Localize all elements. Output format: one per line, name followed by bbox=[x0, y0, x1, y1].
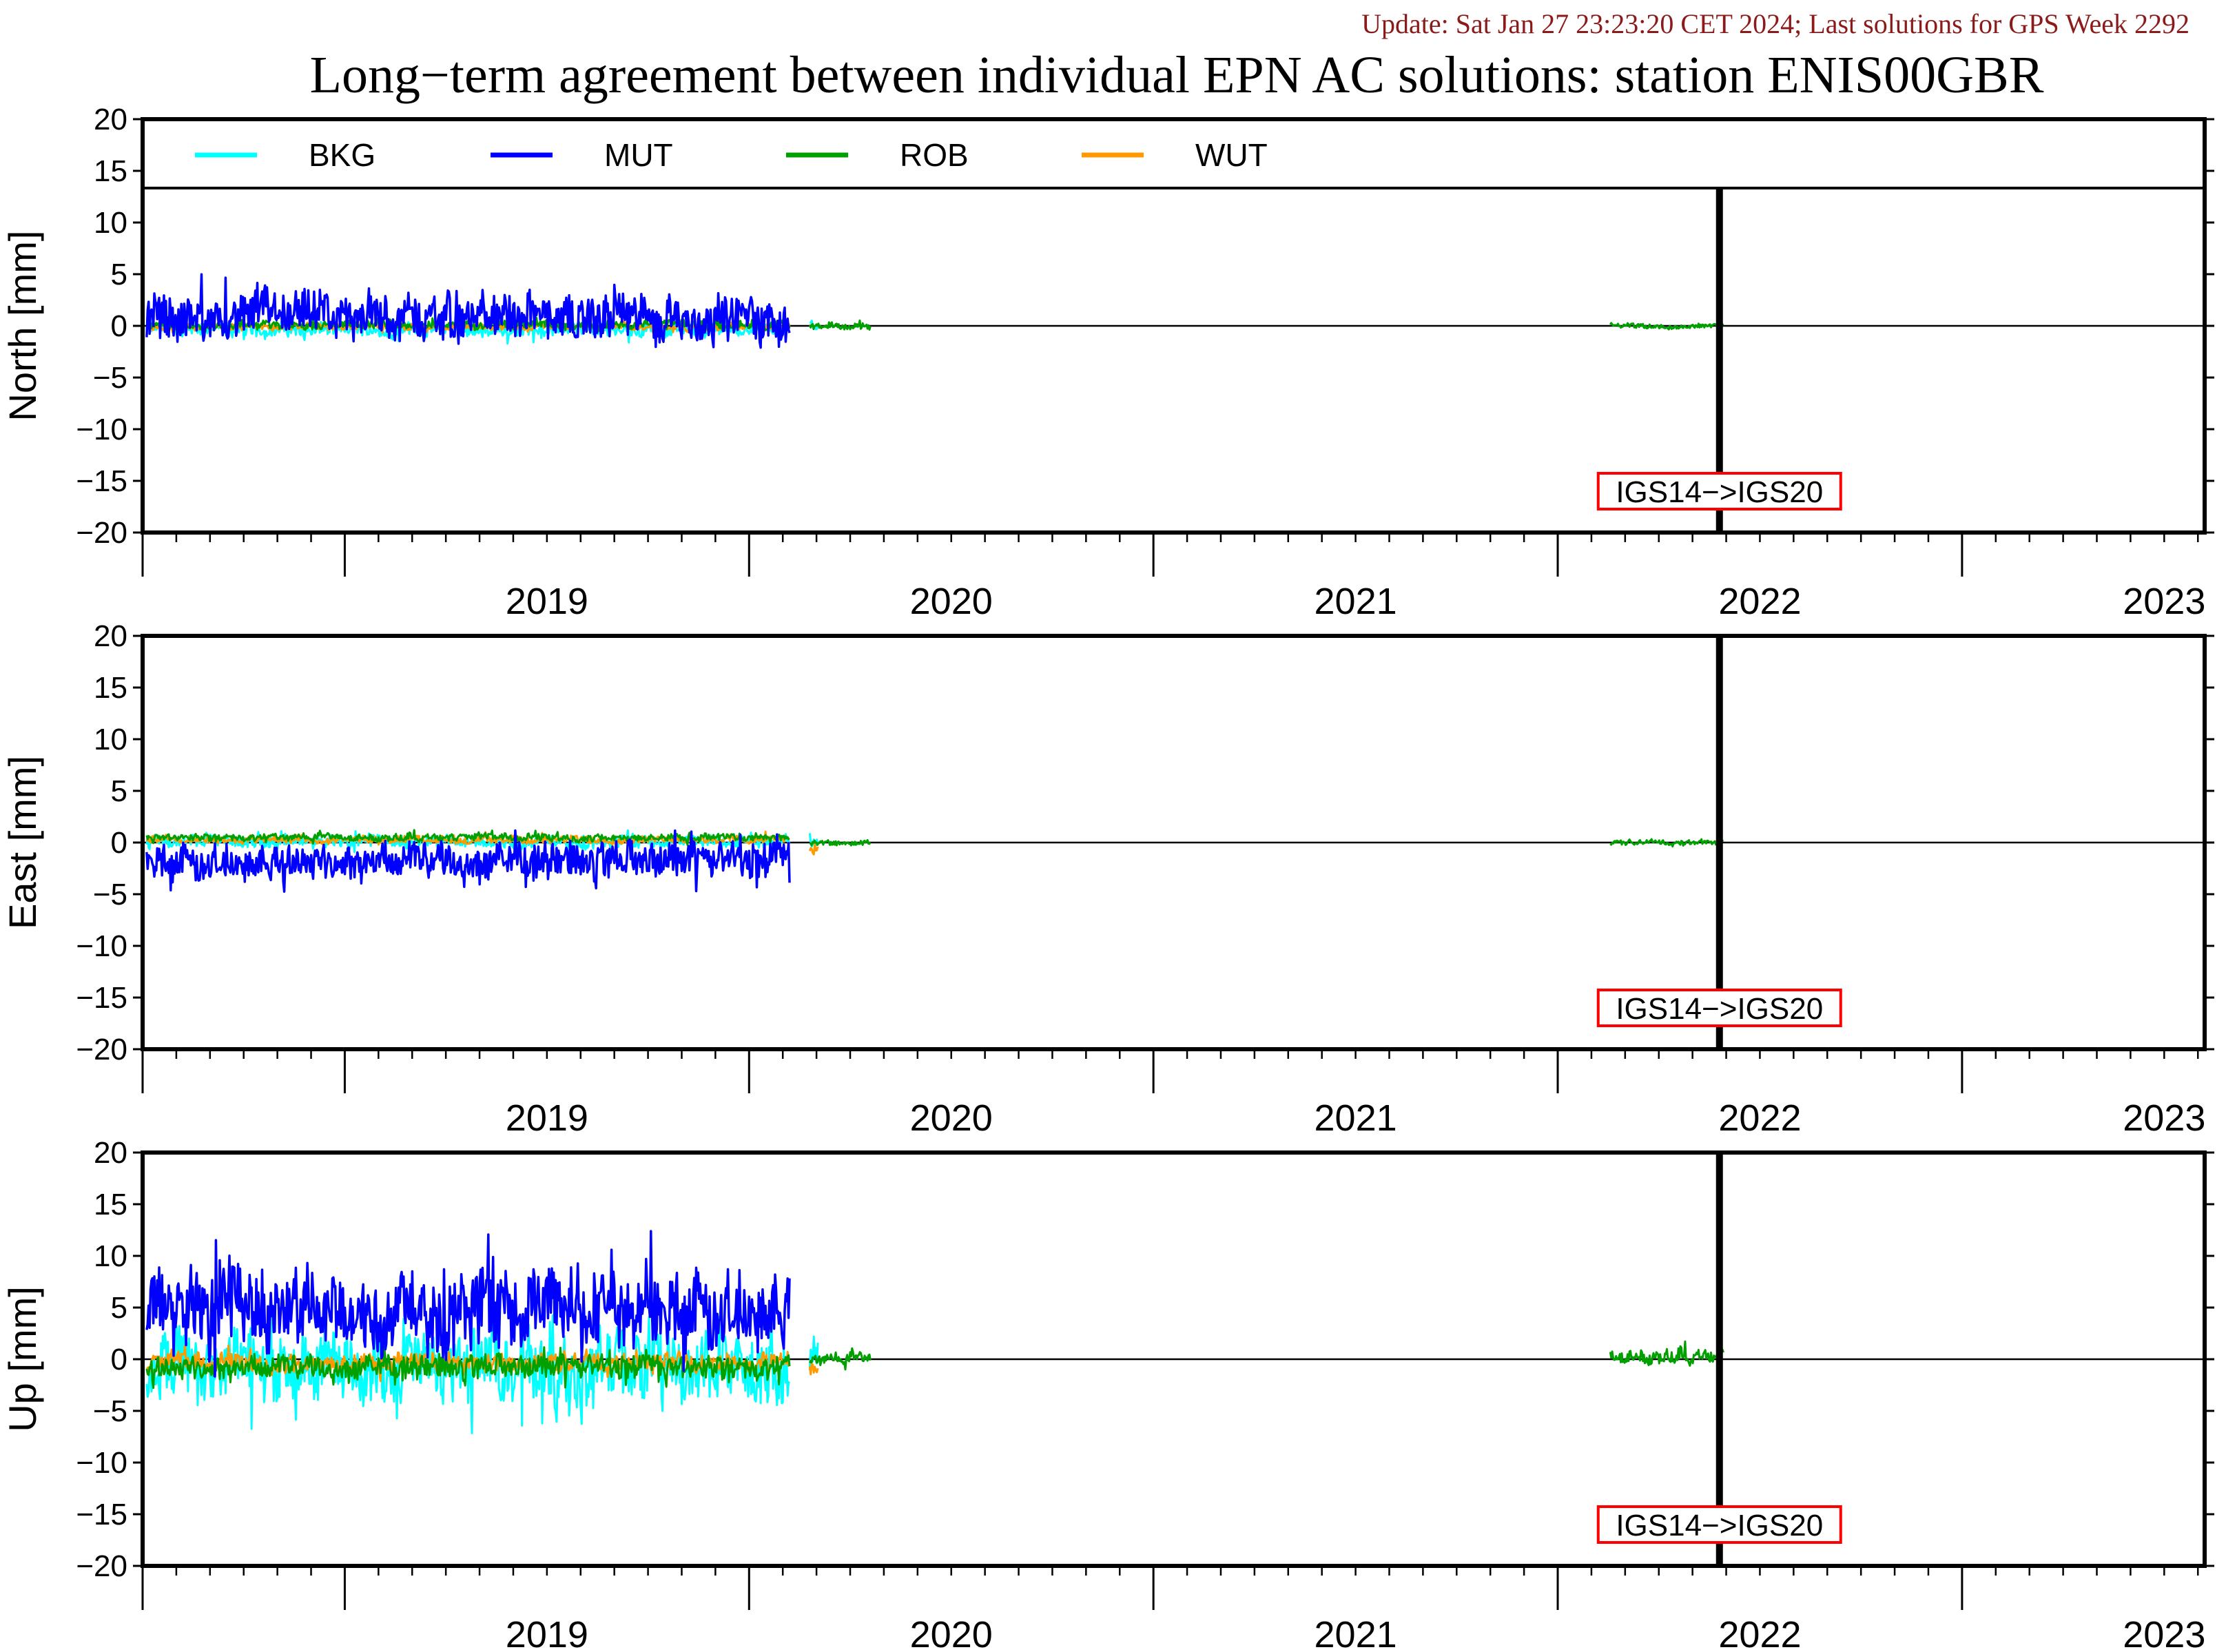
x-tick-label: 2023 bbox=[2123, 1614, 2205, 1652]
legend-label-rob: ROB bbox=[900, 137, 969, 173]
x-tick-label: 2022 bbox=[1718, 1097, 1801, 1139]
y-tick-label: 0 bbox=[111, 309, 127, 343]
annotation-frame bbox=[1596, 989, 1842, 1027]
y-axis-label: East [mm] bbox=[1, 756, 44, 929]
legend-background bbox=[143, 119, 2205, 188]
x-tick-label: 2019 bbox=[506, 581, 588, 622]
y-tick-label: 0 bbox=[111, 826, 127, 860]
y-tick-label: −10 bbox=[76, 1446, 127, 1480]
x-tick-label: 2020 bbox=[910, 581, 993, 622]
y-tick-label: 0 bbox=[111, 1343, 127, 1376]
y-tick-label: 10 bbox=[94, 1239, 127, 1273]
y-tick-label: 5 bbox=[111, 1291, 127, 1325]
panel-north: North [mm] 20 15 10 5 0 −5 −10 −15 −20 IGS14−>IGS2… bbox=[1, 103, 2214, 622]
series-mut bbox=[145, 1230, 791, 1378]
y-tick-label: −5 bbox=[93, 1394, 127, 1428]
x-tick-label: 2021 bbox=[1315, 1097, 1397, 1139]
plot-frame bbox=[141, 117, 2207, 535]
y-tick-label: −15 bbox=[76, 464, 127, 498]
y-tick-label: −5 bbox=[93, 878, 127, 911]
annotation-frame bbox=[1596, 472, 1842, 510]
legend-label-wut: WUT bbox=[1195, 137, 1268, 173]
x-tick-label: 2023 bbox=[2123, 1097, 2205, 1139]
series-mut bbox=[145, 829, 791, 893]
series-line-mut bbox=[145, 829, 791, 893]
legend-label-mut: MUT bbox=[604, 137, 673, 173]
series-line-rob bbox=[1609, 1340, 1725, 1367]
y-tick-label: 20 bbox=[94, 103, 127, 136]
series-line-wut bbox=[808, 843, 819, 856]
y-tick-label: −10 bbox=[76, 413, 127, 446]
y-tick-label: 10 bbox=[94, 206, 127, 240]
y-tick-label: 15 bbox=[94, 1188, 127, 1221]
series-line-wut bbox=[808, 1363, 819, 1376]
series-line-rob bbox=[1609, 322, 1724, 331]
x-tick-label: 2019 bbox=[506, 1097, 588, 1139]
series-line-rob bbox=[145, 1345, 791, 1390]
y-tick-label: −5 bbox=[93, 361, 127, 395]
chart-title: Long−term agreement between individual E… bbox=[310, 46, 2044, 104]
annotation-text: IGS14−>IGS20 bbox=[1616, 475, 1823, 509]
update-text: Update: Sat Jan 27 23:23:20 CET 2024; La… bbox=[1361, 8, 2189, 39]
panels: North [mm] 20 15 10 5 0 −5 −10 −15 −20 IGS14−>IGS2… bbox=[1, 103, 2214, 1652]
y-tick-label: 5 bbox=[111, 774, 127, 808]
plot-frame bbox=[141, 634, 2207, 1051]
y-tick-label: −15 bbox=[76, 981, 127, 1015]
y-tick-label: 20 bbox=[94, 619, 127, 653]
series-line-rob bbox=[145, 829, 790, 846]
plot-frame bbox=[141, 1150, 2207, 1568]
annotation-text: IGS14−>IGS20 bbox=[1616, 992, 1823, 1026]
y-axis-label: North [mm] bbox=[1, 231, 44, 422]
x-tick-label: 2022 bbox=[1718, 1614, 1801, 1652]
y-tick-label: 5 bbox=[111, 258, 127, 291]
x-tick-label: 2021 bbox=[1315, 581, 1397, 622]
x-tick-label: 2020 bbox=[910, 1614, 993, 1652]
annotation-box: IGS14−>IGS20 bbox=[1596, 472, 1842, 510]
y-tick-label: −10 bbox=[76, 929, 127, 963]
y-tick-label: −20 bbox=[76, 1033, 127, 1066]
y-tick-label: 20 bbox=[94, 1136, 127, 1170]
y-tick-label: 15 bbox=[94, 154, 127, 188]
x-tick-label: 2021 bbox=[1315, 1614, 1397, 1652]
series-rob bbox=[145, 829, 1724, 848]
series-rob bbox=[145, 1340, 1725, 1390]
series-line-rob bbox=[1609, 838, 1724, 848]
series-line-mut bbox=[145, 273, 791, 349]
annotation-frame bbox=[1596, 1505, 1842, 1544]
panel-east: East [mm] 20 15 10 5 0 −5 −10 −15 −20 IGS14−>IGS20… bbox=[1, 619, 2214, 1139]
annotation-box: IGS14−>IGS20 bbox=[1596, 989, 1842, 1027]
annotation-text: IGS14−>IGS20 bbox=[1616, 1509, 1823, 1542]
x-tick-label: 2022 bbox=[1718, 581, 1801, 622]
panel-up: Up [mm] 20 15 10 5 0 −5 −10 −15 −20 IGS14−>IGS20 20… bbox=[1, 1136, 2214, 1652]
legend: BKG MUT ROB WUT bbox=[143, 119, 2205, 189]
series-line-rob bbox=[809, 839, 872, 847]
y-tick-label: −15 bbox=[76, 1498, 127, 1531]
series-line-mut bbox=[145, 1230, 791, 1378]
y-tick-label: 15 bbox=[94, 671, 127, 705]
x-tick-label: 2019 bbox=[506, 1614, 588, 1652]
y-axis-label: Up [mm] bbox=[1, 1286, 44, 1432]
y-tick-label: −20 bbox=[76, 1549, 127, 1583]
legend-label-bkg: BKG bbox=[309, 137, 375, 173]
series-mut bbox=[145, 273, 791, 349]
series-line-rob bbox=[808, 1347, 872, 1371]
x-tick-label: 2020 bbox=[910, 1097, 993, 1139]
y-tick-label: −20 bbox=[76, 516, 127, 550]
y-tick-label: 10 bbox=[94, 723, 127, 756]
series-line-rob bbox=[808, 319, 872, 331]
annotation-box: IGS14−>IGS20 bbox=[1596, 1505, 1842, 1544]
x-tick-label: 2023 bbox=[2123, 581, 2205, 622]
